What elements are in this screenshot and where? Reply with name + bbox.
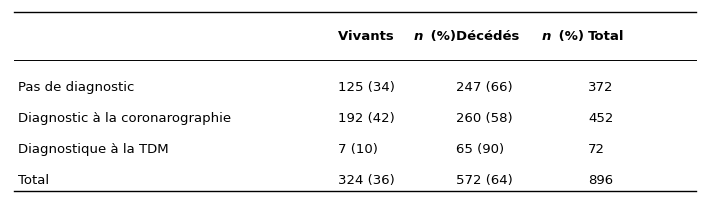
Text: Diagnostique à la TDM: Diagnostique à la TDM [18,143,168,156]
Text: Décédés: Décédés [456,30,524,43]
Text: (%): (%) [426,30,456,43]
Text: 896: 896 [588,174,613,187]
Text: 72: 72 [588,143,605,156]
Text: (%): (%) [554,30,584,43]
Text: 572 (64): 572 (64) [456,174,513,187]
Text: 125 (34): 125 (34) [338,81,395,94]
Text: n: n [542,30,551,43]
Text: 247 (66): 247 (66) [456,81,513,94]
Text: 260 (58): 260 (58) [456,112,513,125]
Text: 7 (10): 7 (10) [338,143,378,156]
Text: Total: Total [18,174,49,187]
Text: n: n [414,30,423,43]
Text: 192 (42): 192 (42) [338,112,394,125]
Text: Diagnostic à la coronarographie: Diagnostic à la coronarographie [18,112,231,125]
Text: 65 (90): 65 (90) [456,143,504,156]
Text: 452: 452 [588,112,613,125]
Text: Total: Total [588,30,625,43]
Text: 372: 372 [588,81,613,94]
Text: 324 (36): 324 (36) [338,174,394,187]
Text: Vivants: Vivants [338,30,398,43]
Text: Pas de diagnostic: Pas de diagnostic [18,81,134,94]
